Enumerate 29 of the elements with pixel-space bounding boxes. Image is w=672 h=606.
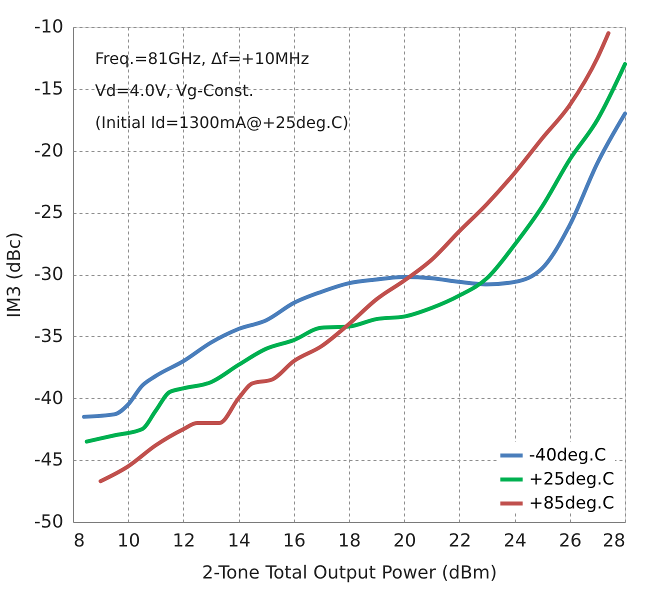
legend-label: +25deg.C	[529, 470, 614, 490]
x-axis-title: 2-Tone Total Output Power (dBm)	[202, 562, 497, 584]
y-tick-label: -50	[34, 512, 64, 532]
x-tick-label: 18	[338, 530, 361, 552]
y-tick-label: -35	[34, 326, 64, 347]
y-tick-label: -20	[34, 140, 64, 162]
y-tick-label: -25	[34, 202, 64, 224]
x-tick-label: 28	[602, 530, 626, 552]
y-tick-label: -45	[34, 450, 64, 471]
x-tick-label: 24	[504, 530, 527, 552]
annotation: Vd=4.0V, Vg-Const.	[95, 81, 254, 100]
y-tick-label: -10	[34, 16, 64, 38]
x-tick-label: 22	[448, 530, 472, 552]
x-tick-label: 26	[558, 530, 582, 552]
line-series	[82, 112, 627, 419]
legend-label: -40deg.C	[529, 446, 606, 466]
y-tick-label: -30	[34, 264, 64, 285]
annotation: (Initial Id=1300mA@+25deg.C)	[95, 113, 349, 132]
y-tick-label: -15	[34, 78, 64, 100]
x-tick-label: 16	[282, 530, 306, 552]
x-tick-label: 10	[117, 530, 140, 552]
annotation: Freq.=81GHz, Δf=+10MHz	[95, 49, 310, 68]
x-tick-label: 20	[393, 530, 416, 552]
legend-label: +85deg.C	[529, 494, 614, 514]
x-tick-label: 14	[228, 530, 251, 552]
y-axis-title: IM3 (dBc)	[4, 232, 26, 318]
x-tick-label: 8	[74, 530, 85, 552]
y-tick-label: -40	[34, 388, 64, 409]
x-tick-label: 12	[172, 530, 196, 552]
